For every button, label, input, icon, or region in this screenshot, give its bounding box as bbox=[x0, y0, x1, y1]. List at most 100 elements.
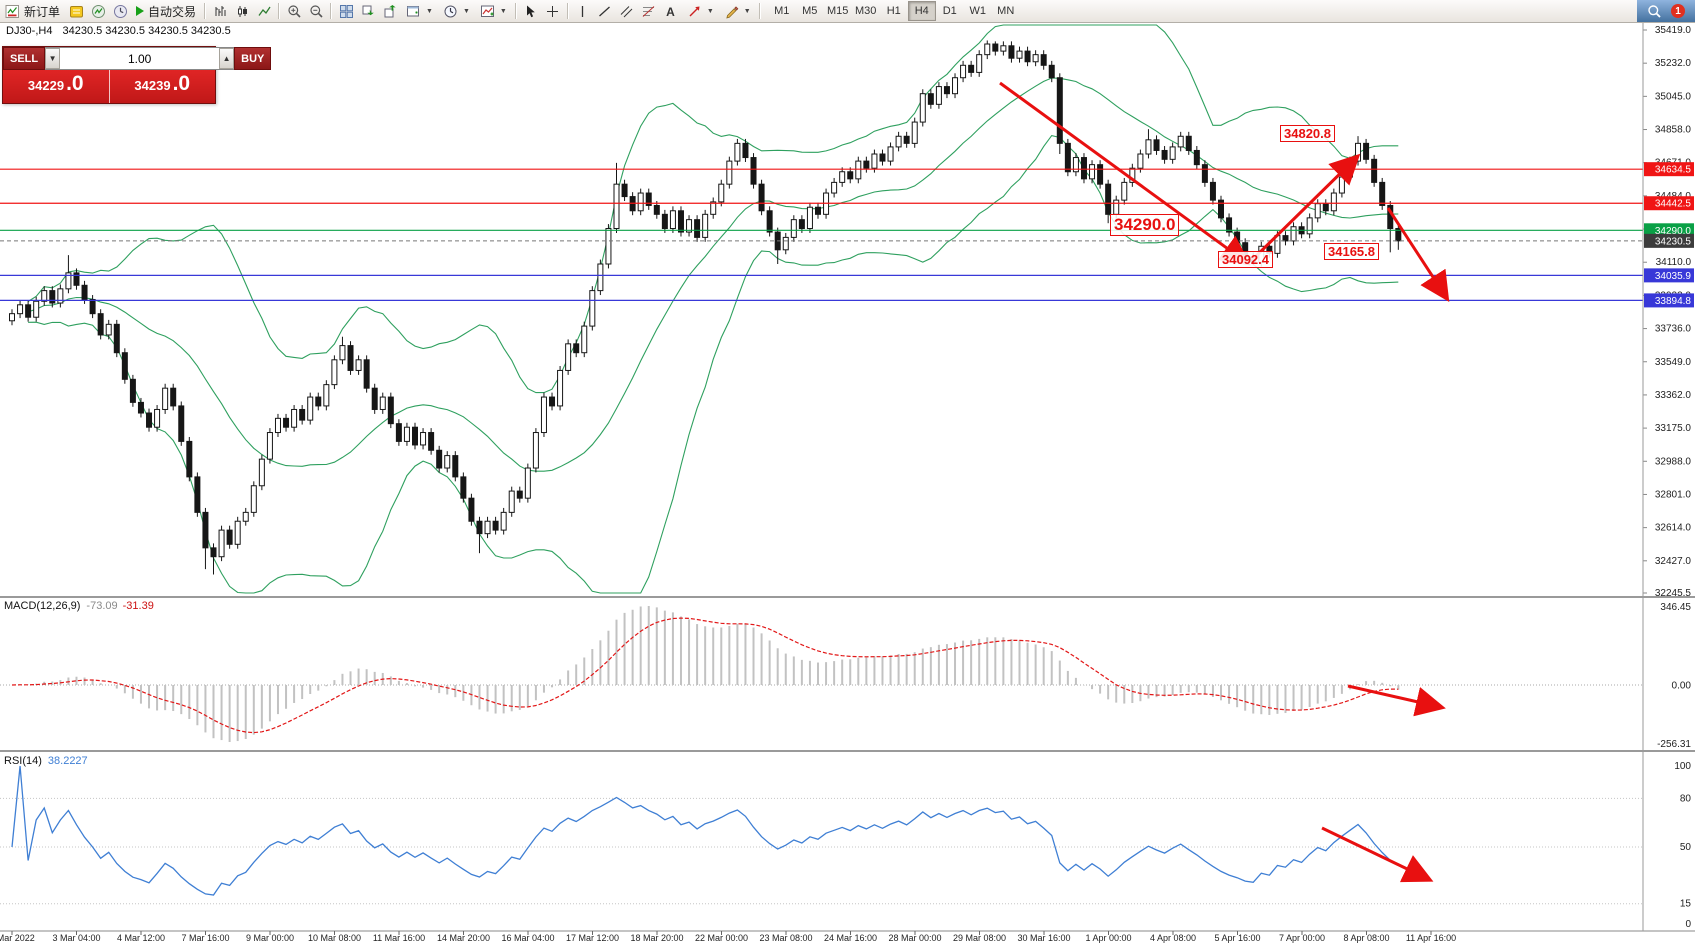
timeframe-d1[interactable]: D1 bbox=[942, 5, 957, 17]
trend-arrow[interactable] bbox=[1250, 153, 1361, 262]
volume-decrease-button[interactable]: ▼ bbox=[45, 48, 61, 69]
price-level-label: 34035.9 bbox=[1655, 271, 1692, 282]
new-chart-button[interactable]: ▼ bbox=[401, 1, 438, 21]
sell-button[interactable]: SELL bbox=[3, 47, 46, 70]
arrange-down-icon bbox=[362, 5, 374, 15]
timeframe-group: M1 M5 M15 M30 H1 H4 D1 W1 MN bbox=[768, 1, 1020, 21]
time-axis-label: 17 Mar 12:00 bbox=[566, 933, 619, 943]
tile-windows-button[interactable] bbox=[335, 1, 357, 21]
main-toolbar: 新订单 自动交易 ▼ ▼ ▼ bbox=[0, 0, 1695, 23]
fibonacci-tool[interactable] bbox=[638, 1, 660, 21]
arrange-up-button[interactable] bbox=[379, 1, 401, 21]
favorites-button[interactable] bbox=[65, 1, 87, 21]
macd-scale-label: 346.45 bbox=[1660, 602, 1691, 613]
timeframe-h4[interactable]: H4 bbox=[907, 1, 936, 21]
price-tick-label: 32988.0 bbox=[1655, 456, 1692, 467]
buy-price-frac: .0 bbox=[172, 72, 191, 95]
price-level-label: 33894.8 bbox=[1655, 296, 1692, 307]
time-axis-label: 4 Apr 08:00 bbox=[1150, 933, 1196, 943]
tile-windows-icon bbox=[339, 4, 353, 18]
text-icon: A bbox=[667, 5, 676, 19]
time-axis-label: 30 Mar 16:00 bbox=[1017, 933, 1070, 943]
trend-arrow[interactable] bbox=[1386, 207, 1450, 303]
new-order-button[interactable]: 新订单 bbox=[0, 1, 65, 21]
timeframe-m15[interactable]: M15 bbox=[827, 5, 849, 17]
draw-tools-button[interactable]: ▼ bbox=[719, 1, 756, 21]
timeframe-m5[interactable]: M5 bbox=[802, 5, 818, 17]
candlestick-chart-button[interactable] bbox=[231, 1, 253, 21]
rsi-scale-label: 50 bbox=[1680, 842, 1692, 853]
time-axis-label: 14 Mar 20:00 bbox=[437, 933, 490, 943]
auto-trading-button[interactable]: 自动交易 bbox=[131, 1, 201, 21]
timeframe-mn[interactable]: MN bbox=[997, 5, 1015, 17]
price-level-label: 34442.5 bbox=[1655, 199, 1692, 210]
cursor-button[interactable] bbox=[520, 1, 542, 21]
sell-price[interactable]: 34229 .0 bbox=[3, 70, 110, 103]
bar-chart-button[interactable] bbox=[209, 1, 231, 21]
timeframe-w1[interactable]: W1 bbox=[969, 5, 986, 17]
zoom-in-button[interactable] bbox=[283, 1, 305, 21]
buy-price-main: 34239 bbox=[134, 78, 171, 93]
auto-trading-label: 自动交易 bbox=[148, 4, 197, 19]
price-tick-label: 35045.0 bbox=[1655, 91, 1692, 102]
cursor-icon bbox=[527, 5, 536, 17]
vertical-line-tool[interactable] bbox=[572, 1, 594, 21]
price-tick-label: 33175.0 bbox=[1655, 423, 1692, 434]
new-order-label: 新订单 bbox=[24, 4, 61, 19]
rsi-panel-label: RSI(14) 38.2227 bbox=[4, 755, 88, 767]
trendline-tool[interactable] bbox=[594, 1, 616, 21]
volume-input[interactable] bbox=[60, 48, 220, 69]
time-axis-label: 16 Mar 04:00 bbox=[501, 933, 554, 943]
arrange-down-button[interactable] bbox=[357, 1, 379, 21]
toolbar-separator bbox=[204, 3, 207, 19]
buy-button[interactable]: BUY bbox=[234, 47, 272, 70]
market-watch-button[interactable] bbox=[87, 1, 109, 21]
time-axis-label: 4 Mar 12:00 bbox=[117, 933, 165, 943]
macd-signal-value: -31.39 bbox=[122, 600, 154, 612]
volume-increase-button[interactable]: ▲ bbox=[219, 48, 235, 69]
trend-arrow[interactable] bbox=[1347, 684, 1446, 717]
macd-name: MACD(12,26,9) bbox=[4, 600, 81, 612]
rsi-scale-label: 15 bbox=[1680, 899, 1692, 910]
arrow-tool[interactable]: ▼ bbox=[682, 1, 719, 21]
trend-arrow[interactable] bbox=[999, 81, 1251, 266]
rsi-scale-label: 100 bbox=[1674, 761, 1691, 772]
price-tick-label: 34858.0 bbox=[1655, 125, 1692, 136]
line-chart-button[interactable] bbox=[253, 1, 275, 21]
periods-button[interactable]: ▼ bbox=[438, 1, 475, 21]
titlebar-right: 1 bbox=[1637, 0, 1695, 22]
timeframe-m1[interactable]: M1 bbox=[774, 5, 790, 17]
crosshair-button[interactable] bbox=[542, 1, 564, 21]
search-icon[interactable] bbox=[1647, 4, 1662, 19]
history-center-button[interactable] bbox=[109, 1, 131, 21]
trend-arrow[interactable] bbox=[1321, 826, 1434, 883]
candlestick-chart-icon bbox=[237, 5, 247, 17]
timeframe-m30[interactable]: M30 bbox=[855, 5, 877, 17]
periods-icon bbox=[444, 5, 457, 17]
pencil-icon bbox=[726, 5, 739, 18]
price-tick-label: 32427.0 bbox=[1655, 556, 1692, 567]
favorites-icon bbox=[69, 5, 83, 17]
time-axis-label: 28 Mar 00:00 bbox=[888, 933, 941, 943]
text-tool[interactable]: A bbox=[660, 1, 682, 21]
time-axis-label: 7 Mar 16:00 bbox=[181, 933, 229, 943]
time-axis-label: 1 Apr 00:00 bbox=[1085, 933, 1131, 943]
notification-badge[interactable]: 1 bbox=[1671, 4, 1685, 18]
time-axis-label: 11 Mar 16:00 bbox=[373, 933, 425, 943]
indicators-button[interactable]: ▼ bbox=[475, 1, 512, 21]
price-tick-label: 32801.0 bbox=[1655, 489, 1692, 500]
buy-price[interactable]: 34239 .0 bbox=[110, 70, 216, 103]
timeframe-h1[interactable]: H1 bbox=[886, 5, 901, 17]
time-axis-label: 7 Apr 00:00 bbox=[1279, 933, 1325, 943]
play-icon bbox=[136, 6, 145, 16]
time-axis-label: 2 Mar 2022 bbox=[0, 933, 35, 943]
zoom-out-button[interactable] bbox=[305, 1, 327, 21]
time-axis-label: 24 Mar 16:00 bbox=[824, 933, 877, 943]
channel-tool[interactable] bbox=[616, 1, 638, 21]
price-tick-label: 35232.0 bbox=[1655, 58, 1692, 69]
history-center-icon bbox=[113, 4, 127, 18]
current-price-label: 34230.5 bbox=[1655, 236, 1692, 247]
time-axis-label: 11 Apr 16:00 bbox=[1406, 933, 1456, 943]
toolbar-separator bbox=[514, 3, 517, 19]
